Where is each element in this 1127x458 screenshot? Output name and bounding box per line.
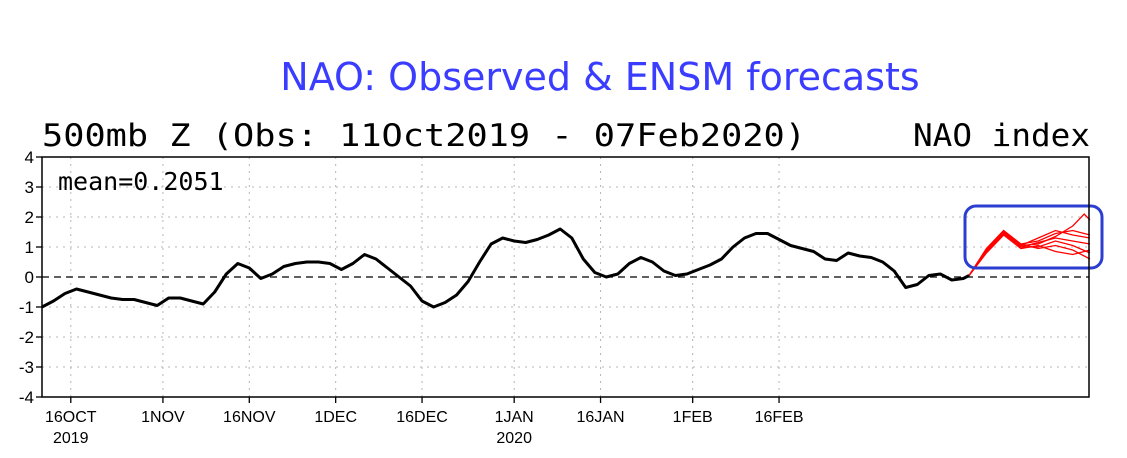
mean-annotation: mean=0.2051 (58, 167, 224, 196)
plot-frame (41, 156, 1090, 398)
forecast-member-line (968, 229, 1091, 276)
forecast-member-line (968, 229, 1091, 276)
x-tick-label: 16OCT (45, 409, 97, 426)
y-tick-label: 2 (25, 208, 34, 227)
x-tick-label: 16FEB (755, 409, 804, 426)
y-tick-label: 3 (25, 178, 34, 197)
y-tick-label: 4 (25, 148, 34, 167)
y-tick-label: 1 (25, 238, 34, 257)
chart-title: NAO: Observed & ENSM forecasts (280, 55, 919, 99)
x-axis: 16OCT 2019 1NOV 16NOV 1DEC 16DEC 1JAN 2020 16JAN… (45, 397, 804, 447)
x-tick-label: 16DEC (396, 409, 448, 426)
forecast-member-line (968, 232, 1091, 276)
chart-subtitle-right: NAO index (913, 118, 1090, 154)
x-tick-label: 16NOV (223, 409, 276, 426)
x-tick-label: 1JAN (495, 409, 534, 426)
chart-subtitle-left: 500mb Z (Obs: 11Oct2019 - 07Feb2020) (42, 118, 806, 154)
forecast-highlight-box (963, 204, 1104, 270)
y-tick-label: -2 (19, 328, 34, 347)
y-tick-label: -1 (19, 298, 34, 317)
y-axis: 4 3 2 1 0 -1 -2 -3 -4 (19, 148, 42, 407)
y-tick-label: -4 (19, 388, 34, 407)
x-tick-label: 1NOV (141, 409, 185, 426)
observed-nao-line (41, 227, 970, 309)
x-tick-label: 1DEC (314, 409, 357, 426)
x-tick-label: 1FEB (673, 409, 713, 426)
y-tick-label: -3 (19, 358, 34, 377)
y-tick-label: 0 (25, 268, 34, 287)
x-tick-year: 2020 (496, 430, 532, 447)
x-tick-year: 2019 (53, 430, 89, 447)
x-tick-label: 16JAN (577, 409, 625, 426)
forecast-series (968, 213, 1091, 276)
